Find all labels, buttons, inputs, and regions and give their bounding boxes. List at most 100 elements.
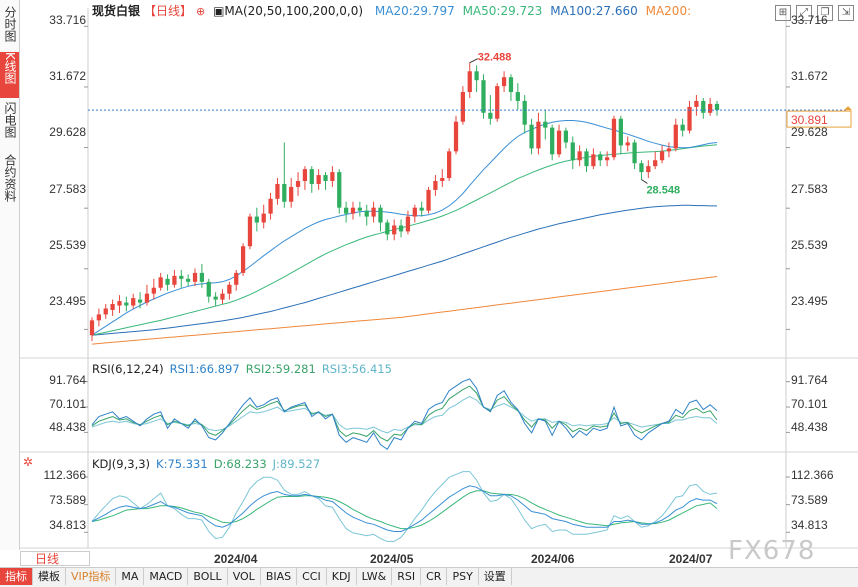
tab-vol[interactable]: VOL — [228, 568, 261, 585]
candle-body-18 — [213, 296, 218, 300]
time-label-1: 2024/05 — [370, 552, 414, 566]
right-tick-1: 31.672 — [791, 69, 828, 83]
tab-lightning-label: 闪电图 — [3, 102, 17, 138]
tab-rsi[interactable]: RSI — [392, 568, 422, 585]
watermark: FX678 — [728, 536, 816, 566]
candle-body-66 — [543, 121, 548, 128]
candle-body-20 — [227, 284, 232, 294]
candle-body-85 — [673, 124, 678, 149]
tab-ma[interactable]: MA — [116, 568, 145, 585]
candle-body-81 — [646, 166, 651, 173]
tab-contract-info-label: 合约资料 — [3, 154, 17, 202]
candle-body-12 — [172, 275, 177, 285]
tab-timeshare-label: 分时图 — [3, 6, 17, 42]
ma100-line — [91, 204, 717, 336]
popout-icon[interactable]: ⇲ — [838, 5, 854, 21]
ma20-value: MA20:29.797 — [374, 4, 455, 18]
candle-body-82 — [653, 160, 658, 167]
candle-body-77 — [618, 118, 623, 146]
ma-legend-label: ▣MA(20,50,100,200,0,0) — [213, 4, 364, 18]
candle-body-55 — [467, 71, 472, 93]
candle-body-46 — [405, 216, 411, 232]
candle-body-17 — [206, 281, 211, 297]
candle-body-3 — [110, 304, 115, 310]
last-price-arrow-icon — [844, 106, 852, 111]
rsi-right-tick-2: 48.438 — [791, 420, 828, 434]
tab-lw[interactable]: LW& — [357, 568, 393, 585]
ma50-line — [91, 144, 718, 336]
candle-body-44 — [392, 225, 397, 235]
tab-timeshare[interactable]: 分时图 — [0, 6, 19, 48]
rsi2-value: RSI2:59.281 — [245, 362, 316, 376]
tab-cr[interactable]: CR — [421, 568, 448, 585]
restore-icon[interactable]: ❐ — [817, 5, 833, 21]
candle-body-27 — [275, 183, 280, 199]
tab-indicators[interactable]: 指标 — [0, 568, 33, 585]
tab-templates[interactable]: 模板 — [33, 568, 66, 585]
add-symbol-icon[interactable]: ⊕ — [196, 5, 206, 18]
candle-body-78 — [625, 142, 630, 146]
tab-psy[interactable]: PSY — [447, 568, 479, 585]
grid-icon[interactable]: ⊞ — [775, 5, 791, 21]
tab-vip-indicators[interactable]: VIP指标 — [66, 568, 117, 585]
tab-cci[interactable]: CCI — [297, 568, 327, 585]
candle-body-52 — [447, 151, 452, 179]
tab-kline-label: K线图 — [3, 52, 17, 84]
candle-body-2 — [103, 308, 108, 315]
candle-body-51 — [440, 178, 445, 181]
rsi-left-tick-0: 91.764 — [49, 373, 86, 387]
time-label-0: 2024/04 — [214, 552, 258, 566]
tab-kline[interactable]: K线图 — [0, 52, 19, 98]
candle-body-90 — [708, 103, 713, 113]
kdj-settings-icon[interactable]: ✲ — [23, 455, 34, 469]
left-tick-4: 25.539 — [49, 238, 86, 252]
candle-body-21 — [234, 272, 239, 285]
candle-body-0 — [89, 320, 95, 336]
kdj-label: KDJ(9,3,3) — [92, 457, 151, 471]
candle-body-65 — [536, 121, 541, 149]
rsi-label: RSI(6,12,24) — [92, 362, 164, 376]
ma50-value: MA50:29.723 — [462, 4, 543, 18]
rsi-right-tick-1: 70.101 — [791, 397, 828, 411]
candle-body-53 — [453, 121, 459, 152]
left-tick-1: 31.672 — [49, 69, 86, 83]
candle-body-47 — [412, 207, 417, 217]
candle-body-48 — [419, 207, 424, 211]
candle-body-87 — [687, 106, 692, 131]
tab-contract-info[interactable]: 合约资料 — [0, 154, 19, 212]
kdj-k-line — [91, 485, 718, 532]
candle-body-86 — [680, 124, 685, 131]
right-tick-4: 25.539 — [791, 238, 828, 252]
right-tick-5: 23.495 — [791, 294, 828, 308]
high-pointer — [469, 58, 478, 64]
tab-kdj[interactable]: KDJ — [327, 568, 357, 585]
tab-macd[interactable]: MACD — [144, 568, 189, 585]
fullscreen-icon[interactable]: ⤢ — [796, 5, 812, 21]
candle-body-32 — [309, 169, 314, 184]
kdj-left-tick-0: 112.366 — [43, 468, 87, 482]
chart-header: 现货白银 【日线】 ⊕ ▣MA(20,50,100,200,0,0) MA20:29… — [92, 2, 695, 18]
candle-body-72 — [584, 151, 589, 167]
candle-body-23 — [247, 216, 253, 247]
candle-body-64 — [529, 124, 534, 149]
candle-body-36 — [337, 172, 342, 208]
left-tick-3: 27.583 — [49, 182, 86, 196]
right-tick-3: 27.583 — [791, 182, 828, 196]
tab-lightning[interactable]: 闪电图 — [0, 102, 19, 148]
kdj-j-value: J:89.527 — [272, 457, 321, 471]
candle-body-30 — [295, 181, 301, 187]
tab-boll[interactable]: BOLL — [188, 568, 228, 585]
tab-settings[interactable]: 设置 — [479, 568, 512, 585]
candle-body-16 — [199, 272, 205, 282]
candle-body-6 — [131, 298, 136, 306]
candle-body-11 — [165, 278, 170, 285]
candle-body-54 — [460, 92, 466, 122]
period-selector[interactable]: 日线 — [20, 551, 90, 566]
candle-body-33 — [316, 175, 321, 184]
tab-bias[interactable]: BIAS — [261, 568, 298, 585]
candle-body-61 — [508, 77, 514, 93]
candle-body-49 — [426, 189, 431, 211]
candle-body-28 — [282, 183, 287, 202]
symbol-title: 现货白银 — [92, 4, 141, 18]
